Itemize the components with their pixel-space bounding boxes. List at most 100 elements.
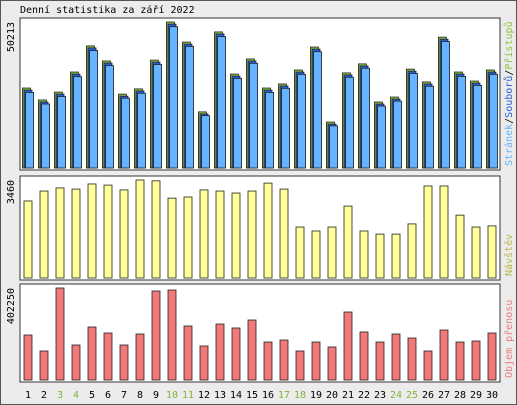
x-tick-label: 26 — [422, 390, 434, 401]
x-tick-label: 6 — [105, 390, 111, 401]
bar — [55, 287, 65, 381]
bar — [471, 226, 481, 279]
bar — [215, 190, 225, 279]
bar — [247, 190, 257, 279]
panel — [19, 17, 501, 171]
bar — [487, 332, 497, 381]
x-tick-label: 17 — [278, 390, 290, 401]
x-tick-label: 11 — [182, 390, 194, 401]
bar — [105, 65, 114, 169]
bar — [199, 189, 209, 279]
x-tick-label: 16 — [262, 390, 274, 401]
bar — [23, 200, 33, 279]
legend-entry: Návštěv — [503, 234, 515, 276]
bar — [489, 73, 499, 169]
bar — [423, 185, 433, 279]
bar — [201, 115, 211, 169]
legend-separator: / — [504, 118, 515, 124]
x-tick-label: 25 — [406, 390, 418, 401]
bar — [329, 125, 339, 169]
x-tick-label: 27 — [438, 390, 450, 401]
y-tick-label: 3460 — [6, 180, 17, 204]
bar — [217, 36, 227, 169]
bar — [281, 87, 291, 169]
bar — [279, 339, 289, 381]
bar — [409, 73, 419, 169]
bar — [311, 230, 321, 279]
bar — [39, 350, 49, 381]
bar — [359, 331, 369, 381]
legend: Objem přenosu — [503, 300, 515, 378]
bar — [295, 226, 305, 279]
x-tick-label: 21 — [342, 390, 354, 401]
x-tick-label: 30 — [486, 390, 498, 401]
bar — [327, 226, 337, 279]
x-tick-label: 22 — [358, 390, 370, 401]
bar — [407, 337, 417, 381]
x-tick-label: 12 — [198, 390, 210, 401]
x-tick-label: 3 — [57, 390, 63, 401]
bar — [135, 333, 145, 381]
bar — [391, 333, 401, 381]
bar — [233, 78, 243, 169]
x-tick-label: 28 — [454, 390, 466, 401]
bar — [377, 105, 387, 169]
bar — [455, 341, 465, 381]
bar — [391, 233, 401, 279]
bar — [25, 92, 35, 169]
x-tick-label: 29 — [470, 390, 482, 401]
bar — [231, 192, 241, 279]
bar — [265, 92, 275, 169]
bar — [441, 41, 451, 169]
x-tick-label: 20 — [326, 390, 338, 401]
bar — [199, 345, 209, 381]
x-tick-label: 19 — [310, 390, 322, 401]
bar — [55, 187, 65, 279]
bar — [311, 341, 321, 381]
legend-entry: Objem přenosu — [503, 300, 515, 378]
bar — [41, 103, 50, 169]
legend-entry: Stránek — [503, 124, 515, 166]
bar — [343, 311, 353, 381]
legend-separator: / — [504, 70, 515, 76]
bar — [89, 50, 98, 169]
x-tick-label: 1 — [25, 390, 31, 401]
bar — [247, 319, 257, 381]
x-tick-label: 18 — [294, 390, 306, 401]
x-tick-label: 23 — [374, 390, 386, 401]
x-tick-label: 8 — [137, 390, 143, 401]
bar — [119, 344, 129, 381]
bar — [71, 188, 81, 279]
bar — [167, 197, 177, 279]
bar — [425, 85, 435, 169]
bar — [151, 180, 161, 279]
bar — [183, 196, 193, 279]
bar — [473, 85, 483, 169]
legend: Návštěv — [503, 234, 515, 276]
bar — [87, 183, 97, 279]
bar — [423, 350, 433, 381]
bar — [249, 62, 259, 169]
x-tick-label: 9 — [153, 390, 159, 401]
y-tick-label: 402250 — [6, 288, 17, 324]
x-tick-label: 5 — [89, 390, 95, 401]
bar — [23, 334, 33, 381]
bar — [263, 341, 273, 381]
chart-title: Denní statistika za září 2022 — [20, 4, 195, 16]
bar — [169, 26, 179, 169]
bar — [231, 327, 241, 381]
x-tick-label: 2 — [41, 390, 47, 401]
legend: Stránek/Souborů/Přístupů — [503, 21, 515, 166]
bar — [327, 346, 337, 381]
bar — [39, 190, 49, 279]
bar — [407, 223, 417, 279]
bar — [57, 96, 66, 169]
x-tick-label: 15 — [246, 390, 258, 401]
bar — [121, 97, 130, 169]
bar — [455, 214, 465, 279]
bar — [119, 189, 129, 279]
bar — [375, 341, 385, 381]
x-tick-label: 24 — [390, 390, 402, 401]
bar — [87, 326, 97, 381]
